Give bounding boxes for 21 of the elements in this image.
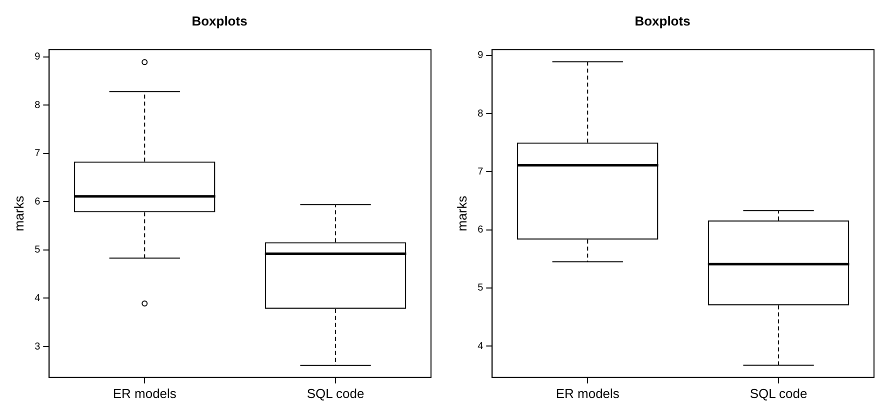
y-axis-title: marks [454, 195, 470, 232]
y-tick-label: 8 [478, 108, 484, 120]
y-tick-label: 7 [34, 148, 41, 160]
y-axis-title: marks [11, 195, 26, 232]
y-tick-label: 8 [34, 100, 41, 111]
y-tick-label: 5 [478, 282, 484, 294]
y-tick-label: 6 [478, 224, 484, 236]
x-tick-label: SQL code [750, 386, 808, 401]
y-tick-label: 9 [478, 50, 484, 62]
y-tick-label: 9 [34, 52, 41, 63]
y-tick-label: 4 [34, 292, 41, 304]
y-tick-label: 7 [478, 166, 484, 178]
x-tick-label: ER models [556, 386, 620, 401]
x-tick-label: ER models [112, 386, 177, 401]
chart-title: Boxplots [634, 13, 690, 28]
chart-title: Boxplots [192, 13, 248, 28]
x-tick-label: SQL code [306, 386, 364, 401]
y-tick-label: 4 [478, 340, 484, 352]
y-tick-label: 5 [34, 244, 41, 256]
y-tick-label: 6 [34, 196, 41, 208]
y-tick-label: 3 [34, 341, 41, 352]
